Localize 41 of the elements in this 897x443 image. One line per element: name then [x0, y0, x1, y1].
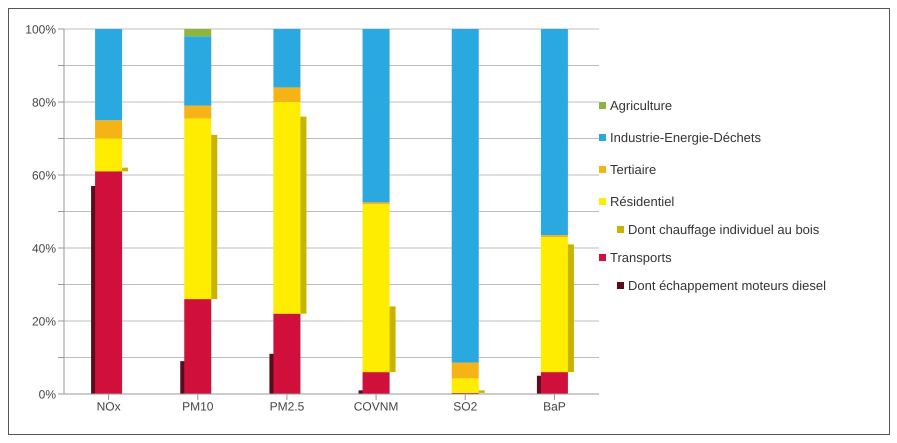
x-tick-label: PM10 — [182, 400, 214, 414]
bar — [184, 106, 212, 118]
bar — [95, 138, 122, 172]
bar — [362, 372, 390, 394]
bar — [452, 362, 479, 378]
bar — [95, 29, 122, 120]
bar — [95, 171, 122, 394]
legend-label: Dont échappement moteurs diesel — [628, 278, 826, 292]
x-tick-label: NOx — [96, 400, 121, 414]
legend-label: Résidentiel — [610, 194, 674, 208]
bar — [452, 29, 479, 363]
bar — [273, 314, 300, 394]
bar — [362, 29, 390, 202]
y-tick-label: 100% — [25, 22, 56, 36]
bar — [540, 372, 568, 394]
bar — [273, 29, 300, 88]
y-tick-label: 40% — [32, 241, 56, 256]
x-tick-label: PM2.5 — [270, 400, 305, 414]
legend-label: Industrie-Energie-Déchets — [610, 130, 762, 144]
y-tick-label: 60% — [32, 168, 56, 182]
legend-label: Agriculture — [610, 98, 672, 112]
x-tick-label: SO2 — [453, 400, 478, 414]
y-tick-label: 0% — [38, 387, 56, 402]
bar — [362, 204, 390, 372]
legend-label: Tertiaire — [610, 162, 656, 176]
x-tick-label: BaP — [543, 400, 566, 414]
legend-label: Transports — [610, 250, 672, 264]
bar — [273, 102, 300, 314]
bar — [540, 237, 568, 372]
bar — [452, 378, 479, 393]
y-tick-label: 80% — [32, 95, 56, 110]
bar — [184, 118, 212, 300]
bar — [184, 36, 212, 106]
bar — [184, 299, 212, 394]
bar — [184, 29, 212, 36]
y-tick-label: 20% — [32, 314, 56, 328]
bar — [273, 87, 300, 102]
bar — [540, 29, 568, 236]
bar — [95, 120, 122, 138]
x-tick-label: COVNM — [354, 400, 398, 414]
legend-label: Dont chauffage individuel au bois — [628, 222, 820, 236]
